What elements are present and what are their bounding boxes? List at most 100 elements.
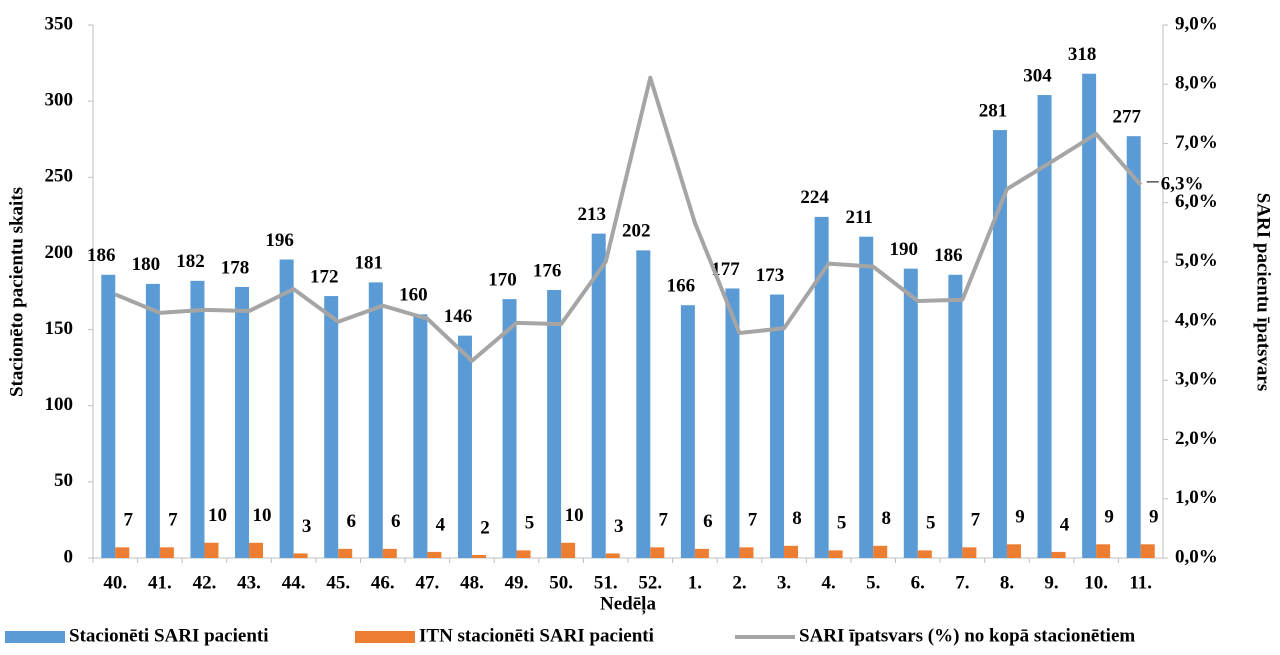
data-label: 6 <box>346 511 356 532</box>
bar <box>427 551 442 558</box>
bar <box>159 547 174 558</box>
data-label: 6 <box>391 511 401 532</box>
bar <box>324 296 339 558</box>
data-label: 170 <box>488 269 517 290</box>
bar <box>235 286 250 558</box>
bar <box>948 274 963 558</box>
y-tick-label: 0 <box>64 546 74 567</box>
data-label: 10 <box>565 505 584 526</box>
bar <box>368 282 383 558</box>
data-label: 182 <box>176 251 205 272</box>
x-tick-label: 5. <box>866 572 880 593</box>
x-axis-title: Nedēļa <box>600 593 656 614</box>
bar <box>680 305 695 558</box>
legend-label: SARI īpatsvars (%) no kopā stacionētiem <box>799 625 1135 646</box>
bar <box>249 542 264 558</box>
data-label: 180 <box>132 254 161 275</box>
y-tick-label: 50 <box>54 470 73 491</box>
y2-tick-label: 0,0% <box>1175 546 1218 567</box>
bar <box>516 550 531 558</box>
data-label: 186 <box>87 245 116 266</box>
y-tick-label: 250 <box>45 166 74 187</box>
bar <box>859 236 874 559</box>
y2-tick-label: 7,0% <box>1175 132 1218 153</box>
y2-tick-label: 6,0% <box>1175 191 1218 212</box>
data-label: 6,3% <box>1161 173 1204 194</box>
data-label: 196 <box>265 230 294 251</box>
x-tick-label: 8. <box>1000 572 1014 593</box>
y2-tick-label: 9,0% <box>1175 13 1218 34</box>
x-tick-label: 52. <box>638 572 662 593</box>
data-label: 4 <box>436 514 446 535</box>
data-label: 9 <box>1015 507 1025 528</box>
x-tick-label: 2. <box>732 572 746 593</box>
x-tick-label: 44. <box>282 572 306 593</box>
x-tick-label: 7. <box>955 572 969 593</box>
bar <box>145 283 160 558</box>
bar <box>694 548 709 558</box>
bar <box>293 553 308 558</box>
data-label: 181 <box>355 253 384 274</box>
bar <box>1140 544 1155 558</box>
data-label: 211 <box>845 207 872 228</box>
data-label: 190 <box>890 239 919 260</box>
bar <box>413 314 428 558</box>
y2-tick-label: 3,0% <box>1175 369 1218 390</box>
y2-tick-label: 8,0% <box>1175 73 1218 94</box>
bar <box>828 550 843 558</box>
x-tick-label: 45. <box>326 572 350 593</box>
x-tick-label: 51. <box>594 572 618 593</box>
bar <box>903 268 918 558</box>
y-tick-label: 100 <box>45 394 74 415</box>
data-label: 9 <box>1149 507 1159 528</box>
y2-tick-label: 2,0% <box>1175 428 1218 449</box>
y2-tick-label: 5,0% <box>1175 250 1218 271</box>
x-tick-label: 11. <box>1129 572 1152 593</box>
data-label: 166 <box>667 276 696 297</box>
bar <box>650 547 665 558</box>
data-label: 304 <box>1023 65 1052 86</box>
x-tick-label: 43. <box>237 572 261 593</box>
bar <box>1037 95 1052 559</box>
bar <box>770 294 785 558</box>
data-label: 202 <box>622 221 651 242</box>
data-label: 2 <box>480 517 490 538</box>
data-label: 173 <box>756 265 785 286</box>
line <box>114 75 1143 363</box>
bar <box>502 299 517 558</box>
bar <box>605 553 620 558</box>
data-label: 10 <box>208 505 227 526</box>
bar <box>190 280 205 558</box>
data-label: 7 <box>748 510 758 531</box>
bar <box>1082 73 1097 558</box>
bar <box>725 288 740 558</box>
bar <box>115 547 130 558</box>
data-label: 4 <box>1060 514 1070 535</box>
y-tick-label: 200 <box>45 242 74 263</box>
x-tick-label: 6. <box>911 572 925 593</box>
data-label: 176 <box>533 260 562 281</box>
bar <box>471 554 486 558</box>
data-label: 8 <box>792 508 802 529</box>
data-label: 5 <box>525 513 535 534</box>
bar <box>1126 136 1141 558</box>
data-label: 7 <box>124 510 134 531</box>
data-label: 213 <box>577 204 606 225</box>
x-tick-label: 3. <box>777 572 791 593</box>
data-label: 177 <box>711 259 740 280</box>
x-tick-label: 50. <box>549 572 573 593</box>
x-tick-label: 40. <box>103 572 127 593</box>
data-label: 8 <box>881 508 891 529</box>
legend-label: ITN stacionēti SARI pacienti <box>419 625 654 646</box>
data-label: 5 <box>926 513 936 534</box>
bar <box>457 335 472 558</box>
data-label: 186 <box>934 245 963 266</box>
data-label: 277 <box>1112 107 1141 128</box>
bar <box>279 259 294 558</box>
bar <box>547 289 562 558</box>
data-label: 172 <box>310 266 339 287</box>
y-tick-label: 150 <box>45 318 74 339</box>
x-tick-label: 10. <box>1084 572 1108 593</box>
bar <box>1051 551 1066 558</box>
